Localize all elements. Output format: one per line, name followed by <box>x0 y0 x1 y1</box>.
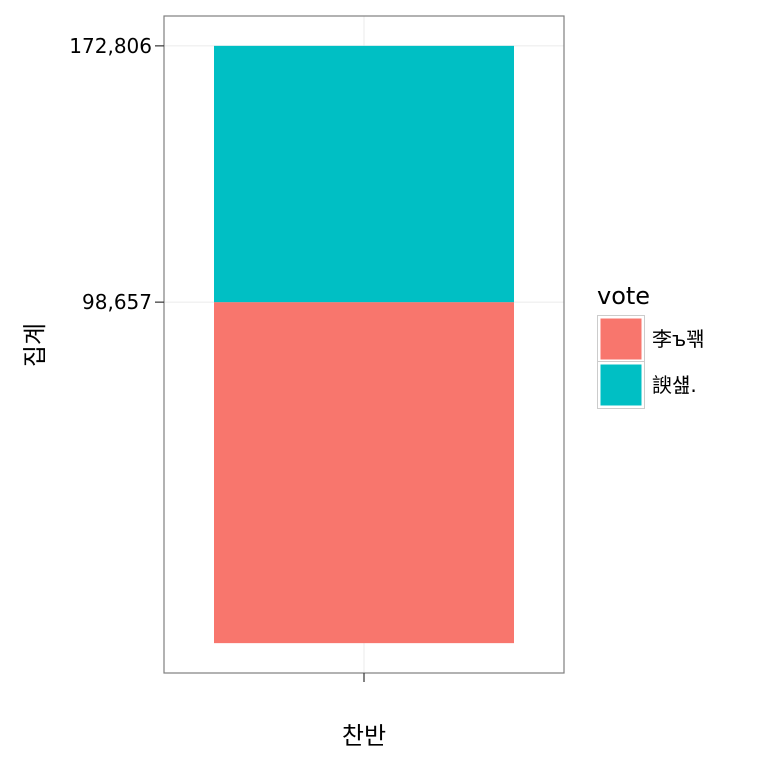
bar-segment-0 <box>214 302 514 644</box>
x-tick-label: 찬반 <box>346 681 383 705</box>
legend-key-0 <box>597 315 645 363</box>
y-tick-label: 98,657 <box>82 290 152 314</box>
x-axis-title: 찬반 <box>342 722 386 750</box>
x-axis: 찬반 <box>346 673 383 705</box>
y-axis-title: 집계 <box>21 323 49 367</box>
legend-key-border-1 <box>597 361 645 409</box>
legend-label-1: 諛섎. <box>652 373 697 397</box>
legend: vote 李ъ꽦 諛섎. <box>597 282 705 409</box>
legend-items: 李ъ꽦 諛섎. <box>597 315 705 409</box>
bar-stack <box>214 45 514 644</box>
legend-key-1 <box>597 361 645 409</box>
y-tick-label: 172,806 <box>69 34 152 58</box>
legend-label-0: 李ъ꽦 <box>652 327 705 351</box>
y-axis: 98,657 172,806 <box>69 34 164 314</box>
legend-title: vote <box>597 282 650 310</box>
plot-panel <box>163 15 565 674</box>
bar-segment-1 <box>214 45 514 303</box>
